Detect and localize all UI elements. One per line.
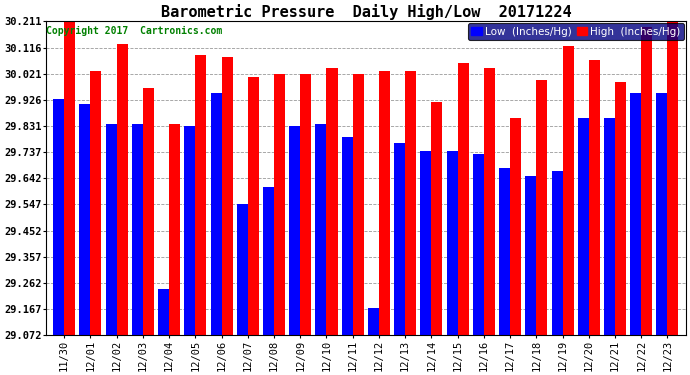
Bar	[106, 124, 117, 335]
Bar	[143, 88, 154, 335]
Bar	[184, 126, 195, 335]
Bar	[300, 74, 311, 335]
Bar	[79, 104, 90, 335]
Bar	[158, 289, 169, 335]
Bar	[263, 187, 274, 335]
Bar	[562, 46, 573, 335]
Bar	[210, 93, 221, 335]
Bar	[641, 27, 652, 335]
Bar	[195, 55, 206, 335]
Bar	[510, 118, 521, 335]
Bar	[604, 118, 615, 335]
Bar	[64, 22, 75, 335]
Bar	[90, 71, 101, 335]
Bar	[499, 168, 510, 335]
Bar	[630, 93, 641, 335]
Bar	[342, 137, 353, 335]
Bar	[117, 44, 128, 335]
Bar	[326, 69, 337, 335]
Bar	[169, 124, 180, 335]
Bar	[420, 151, 431, 335]
Bar	[405, 71, 416, 335]
Bar	[368, 308, 379, 335]
Bar	[379, 71, 390, 335]
Bar	[589, 60, 600, 335]
Bar	[484, 69, 495, 335]
Bar	[248, 77, 259, 335]
Bar	[615, 82, 626, 335]
Bar	[315, 124, 326, 335]
Bar	[656, 93, 667, 335]
Bar	[446, 151, 457, 335]
Bar	[53, 99, 64, 335]
Bar	[578, 118, 589, 335]
Bar	[274, 74, 285, 335]
Bar	[237, 204, 248, 335]
Bar	[353, 74, 364, 335]
Title: Barometric Pressure  Daily High/Low  20171224: Barometric Pressure Daily High/Low 20171…	[161, 4, 571, 20]
Bar	[394, 143, 405, 335]
Bar	[431, 102, 442, 335]
Bar	[457, 63, 469, 335]
Bar	[667, 22, 678, 335]
Bar	[221, 57, 233, 335]
Bar	[473, 154, 484, 335]
Bar	[551, 171, 562, 335]
Bar	[536, 80, 547, 335]
Bar	[289, 126, 300, 335]
Bar	[132, 124, 143, 335]
Text: Copyright 2017  Cartronics.com: Copyright 2017 Cartronics.com	[46, 26, 223, 36]
Legend: Low  (Inches/Hg), High  (Inches/Hg): Low (Inches/Hg), High (Inches/Hg)	[469, 23, 684, 40]
Bar	[525, 176, 536, 335]
